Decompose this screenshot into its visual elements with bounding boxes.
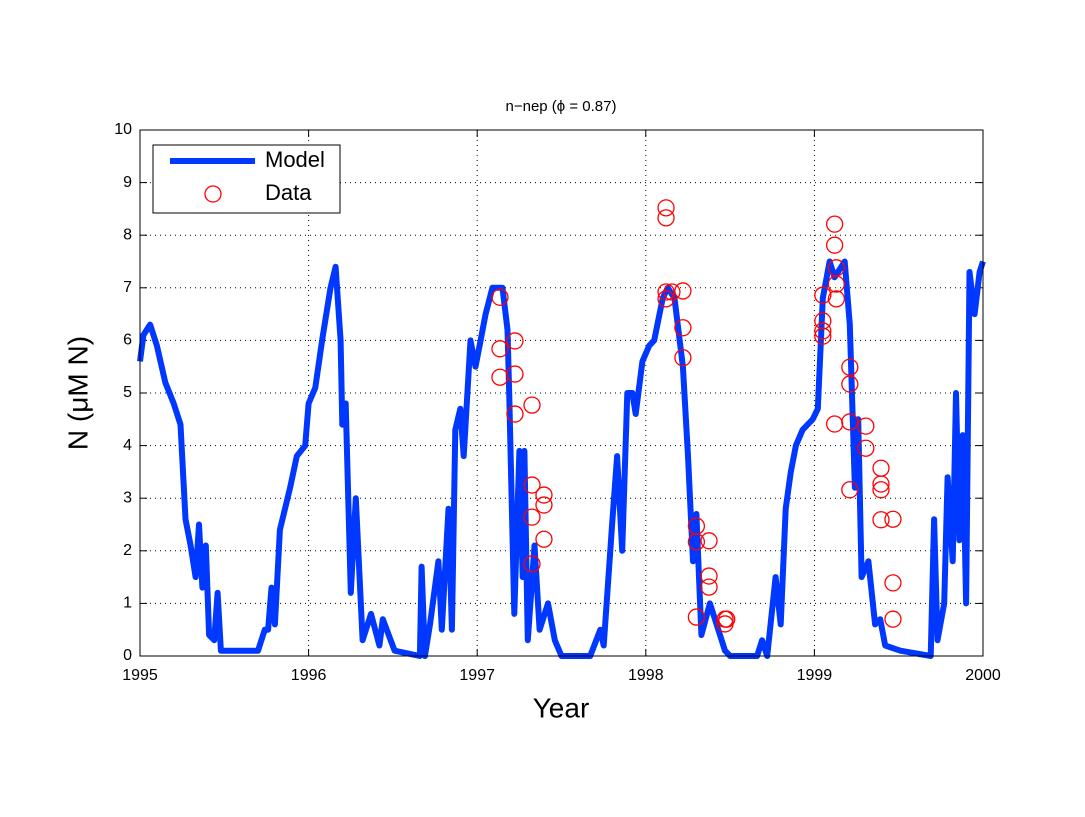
data-point <box>884 510 902 528</box>
data-point <box>491 288 509 306</box>
data-point <box>663 283 681 301</box>
data-point <box>841 358 859 376</box>
data-point <box>523 555 541 573</box>
data-point <box>674 349 692 367</box>
data-point <box>841 413 859 431</box>
x-tick-label: 2000 <box>965 667 1001 684</box>
data-point <box>506 405 524 423</box>
data-point <box>857 439 875 457</box>
data-point <box>872 511 890 529</box>
legend-box <box>152 144 341 214</box>
data-point <box>523 476 541 494</box>
data-point <box>884 610 902 628</box>
data-point <box>718 610 736 628</box>
data-point <box>523 508 541 526</box>
data-point <box>814 327 832 345</box>
x-tick-label: 1998 <box>628 667 664 684</box>
data-point <box>841 375 859 393</box>
x-tick-label: 1997 <box>459 667 495 684</box>
data-point <box>657 199 675 217</box>
y-tick-label: 9 <box>123 174 132 191</box>
data-point <box>857 417 875 435</box>
y-tick-label: 10 <box>114 121 132 138</box>
data-point <box>825 236 844 254</box>
data-point <box>535 486 553 504</box>
y-tick-label: 7 <box>123 279 132 296</box>
y-tick-label: 8 <box>123 226 132 243</box>
data-point <box>657 283 675 301</box>
data-point <box>825 215 844 233</box>
y-tick-label: 0 <box>123 647 132 664</box>
data-point <box>814 322 832 340</box>
data-point <box>872 475 890 493</box>
data-point <box>884 574 902 592</box>
data-point <box>506 332 524 350</box>
data-point <box>687 608 706 626</box>
data-point <box>523 396 541 414</box>
data-point <box>687 533 706 551</box>
data-point <box>700 578 718 596</box>
legend-swatch <box>204 185 222 203</box>
data-point <box>841 481 859 499</box>
data-point <box>700 567 718 585</box>
data-point <box>827 290 845 308</box>
data-point <box>674 282 692 300</box>
y-tick-label: 3 <box>123 489 132 506</box>
y-tick-label: 6 <box>123 332 132 349</box>
y-tick-label: 5 <box>123 384 132 401</box>
x-tick-label: 1996 <box>291 667 327 684</box>
y-tick-label: 4 <box>123 437 132 454</box>
data-point <box>872 481 890 499</box>
x-tick-label: 1995 <box>122 667 158 684</box>
data-point <box>491 340 509 358</box>
model-line <box>137 258 986 659</box>
legend-label: Data <box>265 180 312 205</box>
data-point <box>700 532 718 550</box>
data-point <box>674 319 692 337</box>
data-point <box>827 275 845 293</box>
plot-frame <box>139 129 984 657</box>
data-point <box>535 496 553 514</box>
y-tick-label: 1 <box>123 595 132 612</box>
data-point <box>657 290 675 308</box>
data-point <box>506 365 524 383</box>
data-point <box>657 209 675 227</box>
data-point <box>814 312 832 330</box>
y-tick-label: 2 <box>123 542 132 559</box>
x-tick-label: 1999 <box>797 667 833 684</box>
legend-label: Model <box>265 147 325 172</box>
data-point <box>535 530 553 548</box>
chart-title: n−nep (ϕ = 0.87) <box>506 98 617 115</box>
data-point <box>814 286 832 304</box>
y-axis-label: N (μM N) <box>62 336 93 450</box>
x-axis-label: Year <box>533 692 590 723</box>
